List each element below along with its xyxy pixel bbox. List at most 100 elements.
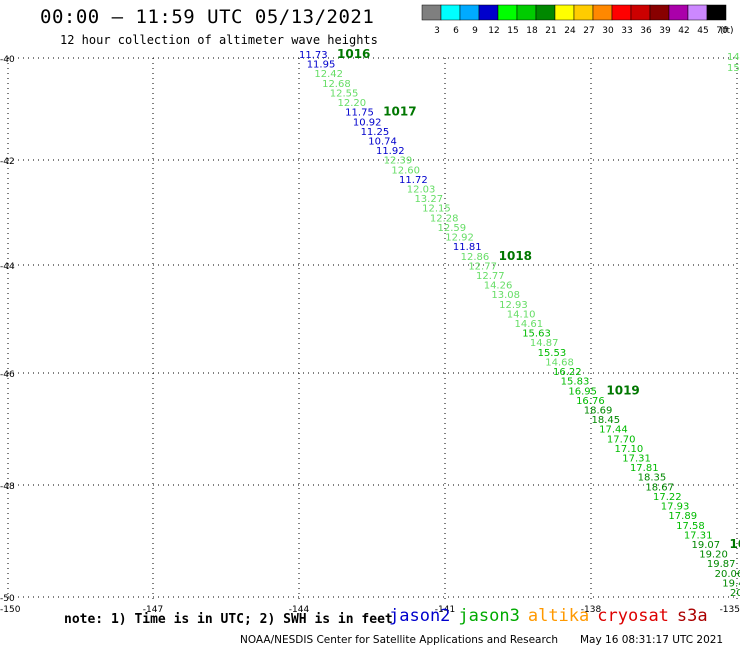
wave-height-reading: 12.86: [461, 252, 490, 263]
scale-label-33: 33: [621, 26, 632, 36]
wave-height-reading: 12.03: [407, 185, 436, 196]
lon-label: -135: [720, 605, 740, 615]
wave-height-reading: 18.69: [584, 405, 613, 416]
satellite-altika: altika: [527, 606, 590, 626]
wave-height-reading: 12.42: [314, 69, 343, 80]
wave-height-reading: 16.76: [576, 396, 605, 407]
wave-height-reading: 14.87: [530, 338, 559, 349]
wave-height-reading: 19.4: [722, 578, 740, 589]
wave-height-reading: 17.31: [622, 454, 651, 465]
wave-height-reading: 14.10: [507, 309, 536, 320]
wave-height-reading: 14: [727, 52, 740, 63]
wave-height-reading: 18.35: [638, 473, 667, 484]
wave-height-reading: 11.72: [399, 175, 428, 186]
wave-height-reading: 14.26: [484, 281, 513, 292]
time-marker: 1017: [383, 105, 416, 119]
lat-label: -42: [0, 157, 15, 167]
wave-height-reading: 12.92: [445, 233, 474, 244]
wave-height-reading: 17.44: [599, 425, 628, 436]
wave-height-reading: 12.28: [430, 213, 459, 224]
satellite-cryosat: cryosat: [597, 606, 669, 626]
time-marker: 1019: [606, 383, 639, 397]
scale-label-39: 39: [659, 26, 671, 36]
scale-label-12: 12: [488, 26, 499, 36]
wave-height-reading: 16.95: [568, 386, 597, 397]
lat-label: -46: [0, 370, 15, 380]
wave-height-reading: 11.25: [361, 127, 390, 138]
lat-label: -50: [0, 594, 15, 604]
wave-height-reading: 12.77: [468, 261, 497, 272]
scale-label-36: 36: [640, 26, 652, 36]
wave-height-reading: 14.61: [515, 319, 544, 330]
lon-label: -144: [289, 605, 310, 615]
wave-height-reading: 15.53: [538, 348, 567, 359]
footer-timestamp: May 16 08:31:17 UTC 2021: [580, 634, 724, 646]
map-gridlines: [7, 57, 738, 602]
altimeter-track: 11.7311.9512.4212.6812.5512.2011.7510.92…: [299, 47, 740, 599]
footer-credit: NOAA/NESDIS Center for Satellite Applica…: [240, 634, 558, 646]
wave-height-reading: 17.22: [653, 492, 682, 503]
wave-height-reading: 12.55: [330, 88, 359, 99]
wave-height-reading: 11.81: [453, 242, 482, 253]
scale-label-27: 27: [583, 26, 594, 36]
wave-height-reading: 12.93: [499, 300, 528, 311]
page-title: 00:00 – 11:59 UTC 05/13/2021: [40, 6, 375, 28]
scale-label-18: 18: [526, 26, 538, 36]
wave-height-reading: 18.45: [591, 415, 620, 426]
wave-height-reading: 12.60: [391, 165, 420, 176]
wave-height-reading: 19.07: [692, 540, 721, 551]
lat-label: -48: [0, 482, 15, 492]
scale-label-6: 6: [453, 26, 459, 36]
satellite-jason2: jason2: [389, 606, 451, 626]
satellite-legend: jason2 jason3 altika cryosat s3a: [389, 606, 716, 626]
wave-height-reading: 15.83: [561, 377, 590, 388]
wave-height-color-scale: 3 6 9 12 15 18 21 24 27 30 33 36 39 42 45 70(ft): [421, 4, 734, 36]
wave-height-reading: 13.08: [491, 290, 520, 301]
scale-unit-label: (ft): [720, 26, 734, 36]
scale-label-24: 24: [564, 26, 576, 36]
wave-height-reading: 17.89: [668, 511, 697, 522]
scale-label-21: 21: [545, 26, 556, 36]
wave-height-reading: 19.20: [699, 550, 728, 561]
scale-label-15: 15: [507, 26, 518, 36]
wave-height-reading: 17.81: [630, 463, 659, 474]
wave-height-reading: 15.63: [522, 329, 551, 340]
scale-label-70: 70: [716, 26, 728, 36]
wave-height-reading: 11.75: [345, 108, 374, 119]
satellite-s3a: s3a: [676, 606, 708, 626]
page-subtitle: 12 hour collection of altimeter wave hei…: [60, 33, 378, 47]
lat-label: -44: [0, 262, 15, 272]
wave-height-reading: 17.10: [615, 444, 644, 455]
wave-height-reading: 17.58: [676, 521, 705, 532]
time-marker: 1016: [337, 47, 370, 61]
wave-height-reading: 10.74: [368, 136, 397, 147]
lon-label: -150: [0, 605, 21, 615]
wave-height-reading: 20: [730, 588, 740, 599]
wave-height-reading: 12.68: [322, 79, 351, 90]
scale-label-3: 3: [434, 26, 440, 36]
lat-label: -40: [0, 55, 15, 65]
satellite-jason3: jason3: [458, 606, 520, 626]
wave-height-reading: 11.92: [376, 146, 405, 157]
wave-height-reading: 12.77: [476, 271, 505, 282]
wave-height-reading: 10.92: [353, 117, 382, 128]
lon-label: -141: [435, 605, 455, 615]
wave-height-reading: 17.31: [684, 530, 713, 541]
time-marker: 102: [730, 537, 740, 551]
footer-note: note: 1) Time is in UTC; 2) SWH is in fe…: [64, 612, 393, 627]
scale-label-42: 42: [678, 26, 689, 36]
wave-height-reading: 11.95: [307, 60, 336, 71]
wave-height-reading: 17.93: [661, 502, 690, 513]
map-axis-labels: -40 -42 -44 -46 -48 -50-150 -147 -144 -141 -138 -1…: [0, 55, 740, 615]
wave-height-reading: 15: [727, 63, 740, 74]
lon-label: -147: [143, 605, 163, 615]
time-marker: 1018: [499, 249, 532, 263]
wave-height-reading: 16.22: [553, 367, 582, 378]
wave-height-reading: 12.15: [422, 204, 451, 215]
scale-swatch-70: [706, 4, 727, 21]
wave-height-reading: 12.59: [438, 223, 467, 234]
wave-height-reading: 13.27: [414, 194, 443, 205]
wave-height-reading: 11.73: [299, 50, 328, 61]
wave-height-reading: 12.20: [337, 98, 366, 109]
